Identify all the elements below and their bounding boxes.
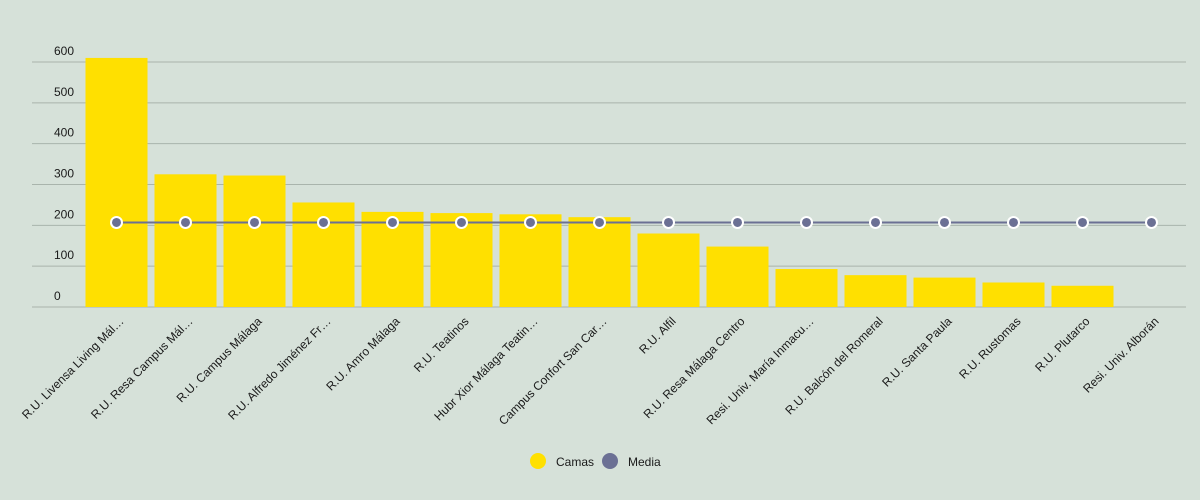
media-point[interactable]: [248, 215, 261, 229]
media-point[interactable]: [317, 215, 330, 229]
media-line: [110, 215, 1158, 229]
media-point[interactable]: [869, 215, 882, 229]
category-labels: R.U. Livensa Living Mál…R.U. Resa Campus…: [19, 314, 1162, 428]
y-tick-label: 200: [54, 207, 74, 221]
y-tick-label: 400: [54, 126, 74, 140]
y-tick-label: 600: [54, 44, 74, 58]
category-label: R.U. Rustomas: [956, 314, 1023, 381]
media-point[interactable]: [455, 215, 468, 229]
bar[interactable]: [775, 269, 838, 307]
y-tick-label: 100: [54, 248, 74, 262]
media-point[interactable]: [662, 215, 675, 229]
category-label: R.U. Amro Málaga: [323, 314, 402, 393]
category-label: R.U. Santa Paula: [879, 314, 955, 390]
category-label: R.U. Teatinos: [411, 314, 472, 375]
bar[interactable]: [637, 233, 700, 307]
bar[interactable]: [844, 275, 907, 307]
bar[interactable]: [568, 217, 631, 307]
category-label: Resi. Univ. Alborán: [1080, 314, 1161, 395]
media-point[interactable]: [110, 215, 123, 229]
bar[interactable]: [499, 214, 562, 307]
legend-swatch[interactable]: [602, 453, 618, 469]
bar[interactable]: [913, 277, 976, 307]
category-label: R.U. Alfil: [636, 314, 678, 356]
bar[interactable]: [85, 57, 148, 308]
bars: [85, 57, 1114, 308]
media-point[interactable]: [1007, 215, 1020, 229]
bar[interactable]: [706, 246, 769, 307]
y-tick-label: 300: [54, 167, 74, 181]
legend-label[interactable]: Media: [628, 455, 661, 469]
legend-swatch[interactable]: [530, 453, 546, 469]
media-point[interactable]: [179, 215, 192, 229]
bar[interactable]: [982, 282, 1045, 307]
y-tick-label: 500: [54, 85, 74, 99]
bar[interactable]: [1051, 285, 1114, 307]
media-point[interactable]: [593, 215, 606, 229]
bar[interactable]: [223, 175, 286, 307]
bar[interactable]: [154, 174, 217, 307]
media-point[interactable]: [386, 215, 399, 229]
legend[interactable]: Camas Media: [530, 453, 661, 469]
media-point[interactable]: [524, 215, 537, 229]
legend-label[interactable]: Camas: [556, 455, 594, 469]
media-point[interactable]: [1076, 215, 1089, 229]
category-label: R.U. Plutarco: [1032, 314, 1093, 375]
y-tick-label: 0: [54, 289, 61, 303]
media-point[interactable]: [800, 215, 813, 229]
media-point[interactable]: [731, 215, 744, 229]
media-point[interactable]: [1145, 215, 1158, 229]
media-point[interactable]: [938, 215, 951, 229]
